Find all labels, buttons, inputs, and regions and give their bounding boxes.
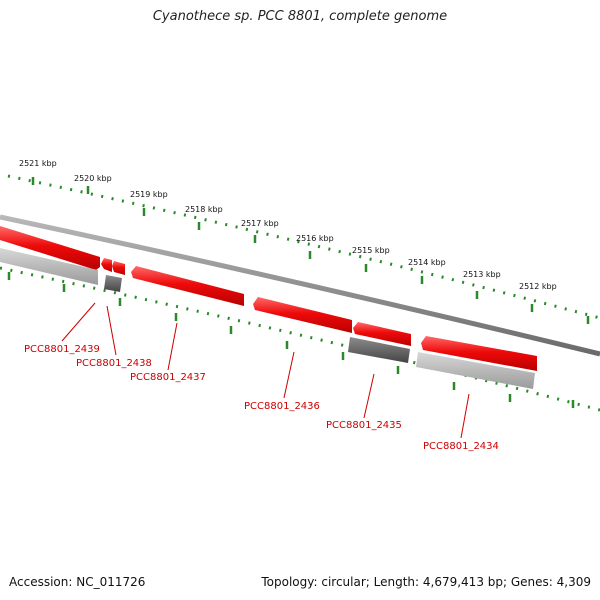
label-leader-line bbox=[363, 373, 375, 419]
gene-feature-reverse[interactable] bbox=[0, 248, 98, 285]
ruler-tick-label: 2517 kbp bbox=[241, 219, 279, 228]
ruler-tick-label: 2512 kbp bbox=[519, 282, 557, 291]
ruler-tick-label: 2516 kbp bbox=[296, 234, 334, 243]
ruler-ticks-inner bbox=[7, 272, 575, 408]
gene-feature-forward[interactable] bbox=[0, 226, 100, 270]
map-title: Cyanothece sp. PCC 8801, complete genome bbox=[152, 9, 448, 24]
gene-feature-forward[interactable] bbox=[112, 261, 125, 275]
gene-label[interactable]: PCC8801_2438 bbox=[76, 358, 152, 369]
ruler-tick-label: 2514 kbp bbox=[408, 258, 446, 267]
gene-features bbox=[0, 226, 537, 389]
accession-text: Accession: NC_011726 bbox=[9, 575, 146, 589]
gene-labels: PCC8801_2439 PCC8801_2438 PCC8801_2437 PCC8… bbox=[24, 344, 499, 452]
gene-feature-forward[interactable] bbox=[253, 297, 352, 333]
ruler-tick-label: 2521 kbp bbox=[19, 159, 57, 168]
ruler-tick-label: 2520 kbp bbox=[74, 174, 112, 183]
ruler-outer-arc bbox=[7, 174, 600, 320]
gene-label[interactable]: PCC8801_2439 bbox=[24, 344, 100, 355]
label-leader-line bbox=[283, 351, 295, 399]
gene-label[interactable]: PCC8801_2436 bbox=[244, 401, 320, 412]
gene-feature-forward[interactable] bbox=[353, 322, 411, 346]
label-leader-line bbox=[61, 302, 96, 342]
backbone-arc bbox=[0, 214, 600, 357]
gene-label[interactable]: PCC8801_2437 bbox=[130, 372, 206, 383]
gene-label-leaders bbox=[61, 302, 470, 439]
gene-feature-forward[interactable] bbox=[131, 266, 244, 306]
gene-label[interactable]: PCC8801_2435 bbox=[326, 420, 402, 431]
gene-feature-forward[interactable] bbox=[421, 336, 537, 371]
ruler-tick-label: 2519 kbp bbox=[130, 190, 168, 199]
gene-feature-reverse[interactable] bbox=[104, 275, 122, 292]
ruler-inner-arc bbox=[0, 266, 600, 412]
genome-summary-text: Topology: circular; Length: 4,679,413 bp… bbox=[261, 575, 591, 589]
gene-feature-reverse[interactable] bbox=[416, 352, 535, 389]
label-leader-line bbox=[460, 393, 470, 439]
ruler-tick-label: 2515 kbp bbox=[352, 246, 390, 255]
gene-feature-forward[interactable] bbox=[101, 258, 112, 272]
label-leader-line bbox=[167, 322, 178, 371]
ruler-tick-labels: 2521 kbp 2520 kbp 2519 kbp 2518 kbp 2517 kbp… bbox=[19, 159, 557, 291]
ruler-tick-label: 2513 kbp bbox=[463, 270, 501, 279]
ruler-tick-label: 2518 kbp bbox=[185, 205, 223, 214]
gene-label[interactable]: PCC8801_2434 bbox=[423, 441, 499, 452]
ruler-ticks-outer bbox=[31, 177, 590, 324]
gene-feature-reverse[interactable] bbox=[348, 337, 410, 363]
label-leader-line bbox=[106, 305, 117, 356]
